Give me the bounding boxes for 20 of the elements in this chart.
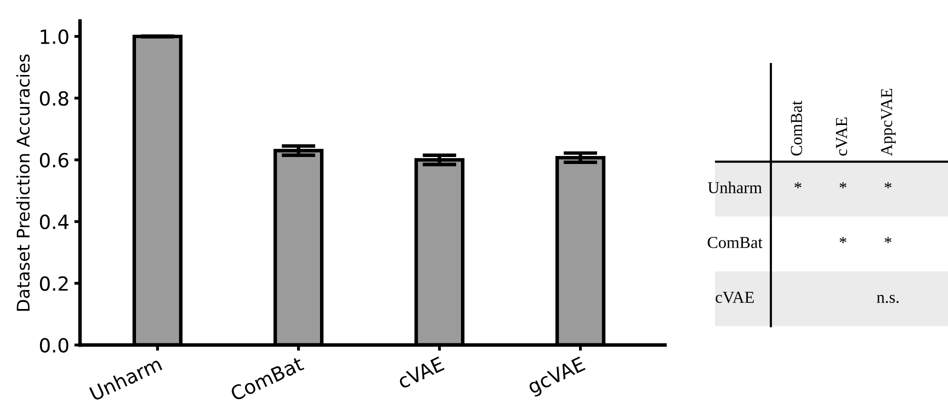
text: * — [794, 182, 802, 188]
category-label: ComBat — [790, 100, 802, 156]
category-label: cVAE — [716, 292, 754, 304]
category-label: ComBat — [708, 236, 763, 248]
text: * — [884, 182, 892, 188]
category-label: Unharm — [708, 182, 762, 194]
text: * — [840, 237, 846, 244]
category-label: AppcVAE — [881, 88, 896, 156]
y-tick-label: 0.4 — [40, 214, 68, 230]
x-tick-label: cVAE — [396, 356, 445, 390]
y-tick-label: 1.0 — [40, 29, 68, 44]
text: * — [884, 237, 892, 244]
y-axis-title: Dataset Prediction Accuracies — [16, 54, 30, 311]
y-tick-label: 0.6 — [40, 152, 68, 168]
text: n.s. — [876, 294, 899, 303]
category-label: cVAE — [836, 118, 848, 156]
text: * — [840, 182, 846, 188]
y-tick-label: 0.8 — [40, 91, 68, 106]
y-tick-label: 0.0 — [40, 338, 68, 353]
y-tick-label: 0.2 — [40, 276, 68, 291]
